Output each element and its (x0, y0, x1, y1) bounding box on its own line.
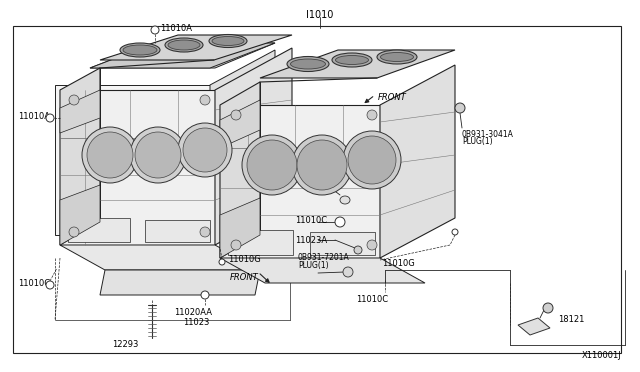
Circle shape (46, 281, 54, 289)
Text: 0B931-7201A: 0B931-7201A (298, 253, 349, 262)
Polygon shape (60, 245, 260, 270)
Text: X110001J: X110001J (582, 351, 622, 360)
Circle shape (201, 291, 209, 299)
Circle shape (231, 110, 241, 120)
Circle shape (348, 136, 396, 184)
Circle shape (231, 240, 241, 250)
Polygon shape (215, 48, 292, 245)
Text: 11010C: 11010C (295, 215, 327, 224)
Ellipse shape (120, 43, 160, 57)
Text: 11010G: 11010G (382, 259, 415, 267)
Circle shape (183, 128, 227, 172)
Polygon shape (60, 90, 100, 133)
Text: 11010G: 11010G (228, 256, 260, 264)
Polygon shape (100, 270, 260, 295)
Ellipse shape (209, 35, 247, 48)
Polygon shape (220, 198, 260, 258)
Polygon shape (228, 230, 293, 255)
Text: 0D993-14S1A: 0D993-14S1A (320, 159, 372, 168)
Circle shape (87, 132, 133, 178)
Circle shape (292, 135, 352, 195)
Text: 12293: 12293 (112, 340, 138, 349)
Polygon shape (60, 185, 100, 245)
Circle shape (151, 26, 159, 34)
Circle shape (69, 227, 79, 237)
Text: 11010A: 11010A (160, 23, 192, 32)
Ellipse shape (212, 36, 244, 45)
Polygon shape (55, 85, 210, 235)
Text: PLUG(1): PLUG(1) (320, 166, 351, 175)
Circle shape (130, 127, 186, 183)
Polygon shape (90, 43, 275, 68)
Polygon shape (220, 82, 260, 258)
Polygon shape (310, 232, 375, 255)
Circle shape (452, 229, 458, 235)
Bar (13, 26, 621, 353)
Polygon shape (68, 218, 130, 242)
Text: FRONT: FRONT (378, 93, 407, 102)
Polygon shape (260, 50, 455, 78)
Circle shape (343, 131, 401, 189)
Circle shape (69, 95, 79, 105)
Ellipse shape (291, 59, 326, 69)
Ellipse shape (165, 38, 203, 52)
Text: 11023A: 11023A (295, 235, 327, 244)
Polygon shape (100, 35, 292, 60)
Text: 11020AA: 11020AA (174, 308, 212, 317)
Text: I1010: I1010 (307, 10, 333, 20)
Text: PLUG(1): PLUG(1) (462, 137, 493, 146)
Circle shape (367, 110, 377, 120)
Circle shape (178, 123, 232, 177)
Ellipse shape (340, 196, 350, 204)
Circle shape (46, 114, 54, 122)
Circle shape (543, 303, 553, 313)
Ellipse shape (168, 40, 200, 50)
Polygon shape (60, 90, 215, 245)
Ellipse shape (377, 50, 417, 64)
Text: PLUG(1): PLUG(1) (298, 261, 328, 270)
Circle shape (242, 135, 302, 195)
Polygon shape (220, 258, 425, 283)
Ellipse shape (381, 52, 413, 61)
Text: 11010A: 11010A (18, 112, 50, 121)
Circle shape (354, 246, 362, 254)
Circle shape (297, 140, 347, 190)
Polygon shape (90, 43, 275, 68)
Polygon shape (210, 50, 275, 235)
Polygon shape (145, 220, 210, 242)
Circle shape (247, 140, 297, 190)
Polygon shape (518, 318, 550, 335)
Polygon shape (220, 105, 380, 258)
Polygon shape (380, 65, 455, 258)
Text: 11023: 11023 (183, 318, 209, 327)
Circle shape (335, 217, 345, 227)
Circle shape (343, 267, 353, 277)
Circle shape (219, 259, 225, 265)
Text: 18121: 18121 (558, 315, 584, 324)
Circle shape (200, 227, 210, 237)
Text: 11010G: 11010G (18, 279, 51, 288)
Circle shape (82, 127, 138, 183)
Ellipse shape (123, 45, 157, 55)
Ellipse shape (287, 57, 329, 71)
Circle shape (200, 95, 210, 105)
Polygon shape (220, 100, 260, 148)
Text: FRONT: FRONT (230, 273, 259, 282)
Polygon shape (60, 68, 100, 245)
Circle shape (455, 103, 465, 113)
Circle shape (135, 132, 181, 178)
Text: 0B931-3041A: 0B931-3041A (462, 130, 514, 139)
Ellipse shape (335, 55, 369, 64)
Ellipse shape (332, 53, 372, 67)
Circle shape (367, 240, 377, 250)
Text: 11010C: 11010C (356, 295, 388, 304)
